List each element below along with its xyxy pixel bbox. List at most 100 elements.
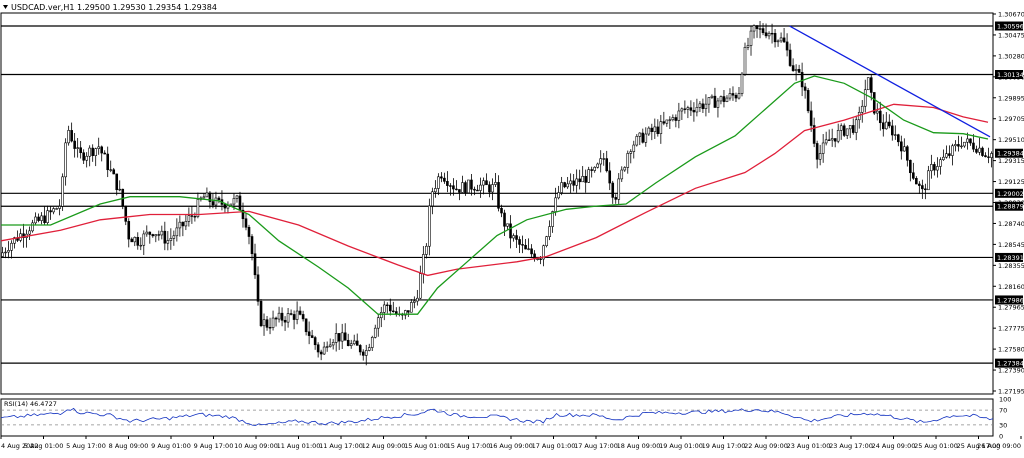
candle-body xyxy=(112,169,116,175)
candle xyxy=(4,247,7,259)
candle-body xyxy=(647,127,651,135)
candle-body xyxy=(7,250,10,253)
candle xyxy=(897,133,900,147)
candle xyxy=(157,230,161,241)
candle-body xyxy=(464,182,467,194)
candle-body xyxy=(713,95,717,108)
candle-body xyxy=(422,254,425,274)
candle-body xyxy=(984,155,987,158)
candle-body xyxy=(473,188,476,191)
price-tick-label: 1.29315 xyxy=(998,157,1024,165)
candle xyxy=(530,244,533,258)
candle xyxy=(815,140,819,169)
candle xyxy=(608,162,612,191)
candle xyxy=(70,122,73,143)
candle-body xyxy=(34,216,37,224)
candle xyxy=(379,306,383,328)
candle xyxy=(527,238,530,251)
candle xyxy=(118,180,122,192)
candle-body xyxy=(656,126,660,135)
candle xyxy=(551,210,554,233)
candle xyxy=(978,137,981,156)
candle-body xyxy=(830,138,834,141)
candle-body xyxy=(659,121,663,135)
candle xyxy=(948,145,951,159)
candle-body xyxy=(803,86,807,91)
candle xyxy=(915,176,918,185)
candle-body xyxy=(734,94,738,99)
candle-body xyxy=(957,144,960,147)
candle xyxy=(364,344,368,366)
candle-body xyxy=(557,192,560,199)
candle-body xyxy=(599,158,603,165)
candle-body xyxy=(43,215,46,223)
candle xyxy=(566,176,569,189)
candle xyxy=(617,173,621,205)
candle-body xyxy=(31,222,34,232)
candle xyxy=(139,237,143,251)
level-price-box xyxy=(995,295,1023,305)
candle xyxy=(839,123,843,140)
candle-body xyxy=(208,192,212,202)
candle-body xyxy=(884,121,888,130)
candle xyxy=(46,205,49,226)
candle xyxy=(833,138,837,148)
candle-body xyxy=(503,212,506,227)
candle xyxy=(419,265,422,300)
candle-body xyxy=(563,182,566,188)
candle-body xyxy=(773,33,777,43)
candle xyxy=(151,233,155,238)
candle xyxy=(620,166,624,182)
time-tick-label: 22 Aug 09:00 xyxy=(744,442,788,450)
candle-body xyxy=(382,304,386,313)
level-price-label: 1.27986 xyxy=(997,296,1024,304)
candle-body xyxy=(972,142,975,150)
candle xyxy=(824,131,828,146)
candle-body xyxy=(202,196,206,199)
candle-body xyxy=(28,230,31,235)
candle xyxy=(491,178,494,201)
candle xyxy=(449,183,452,196)
candle-body xyxy=(331,342,335,346)
candle xyxy=(719,95,723,105)
candle-body xyxy=(629,151,633,154)
candle-body xyxy=(668,119,672,121)
candle-body xyxy=(79,147,82,154)
candle xyxy=(845,128,849,139)
level-price-box xyxy=(995,21,1023,31)
candle-body xyxy=(467,179,470,194)
candle-body xyxy=(301,314,305,320)
candle xyxy=(410,299,413,313)
candle-body xyxy=(605,158,609,172)
candle-body xyxy=(151,234,155,237)
candle xyxy=(869,75,873,101)
candle xyxy=(124,205,128,226)
candle-body xyxy=(848,125,852,130)
candle xyxy=(148,231,152,244)
candle xyxy=(635,134,639,147)
candle xyxy=(689,100,693,116)
candle-body xyxy=(259,301,263,327)
candle xyxy=(975,145,978,154)
candle xyxy=(367,343,371,352)
candle-body xyxy=(740,73,744,94)
candle xyxy=(235,194,239,203)
candle-body xyxy=(620,169,624,180)
rsi-axis-label: 100 xyxy=(999,396,1011,404)
candle-body xyxy=(127,221,131,240)
time-tick-label: 25 Aug 17:00 xyxy=(957,442,1001,450)
dropdown-triangle-icon[interactable] xyxy=(3,5,8,9)
candle xyxy=(307,321,311,345)
candle-body xyxy=(665,119,669,124)
candle-body xyxy=(37,216,40,221)
candle-body xyxy=(316,344,320,353)
level-price-box xyxy=(995,358,1023,368)
candle xyxy=(22,223,25,248)
candle xyxy=(782,28,786,43)
price-tick-label: 1.28355 xyxy=(998,262,1024,270)
candle-body xyxy=(903,146,906,152)
time-tick-label: 9 Aug 17:00 xyxy=(194,442,234,450)
candle-body xyxy=(887,121,891,127)
candle xyxy=(310,329,314,339)
candle-body xyxy=(752,25,756,32)
